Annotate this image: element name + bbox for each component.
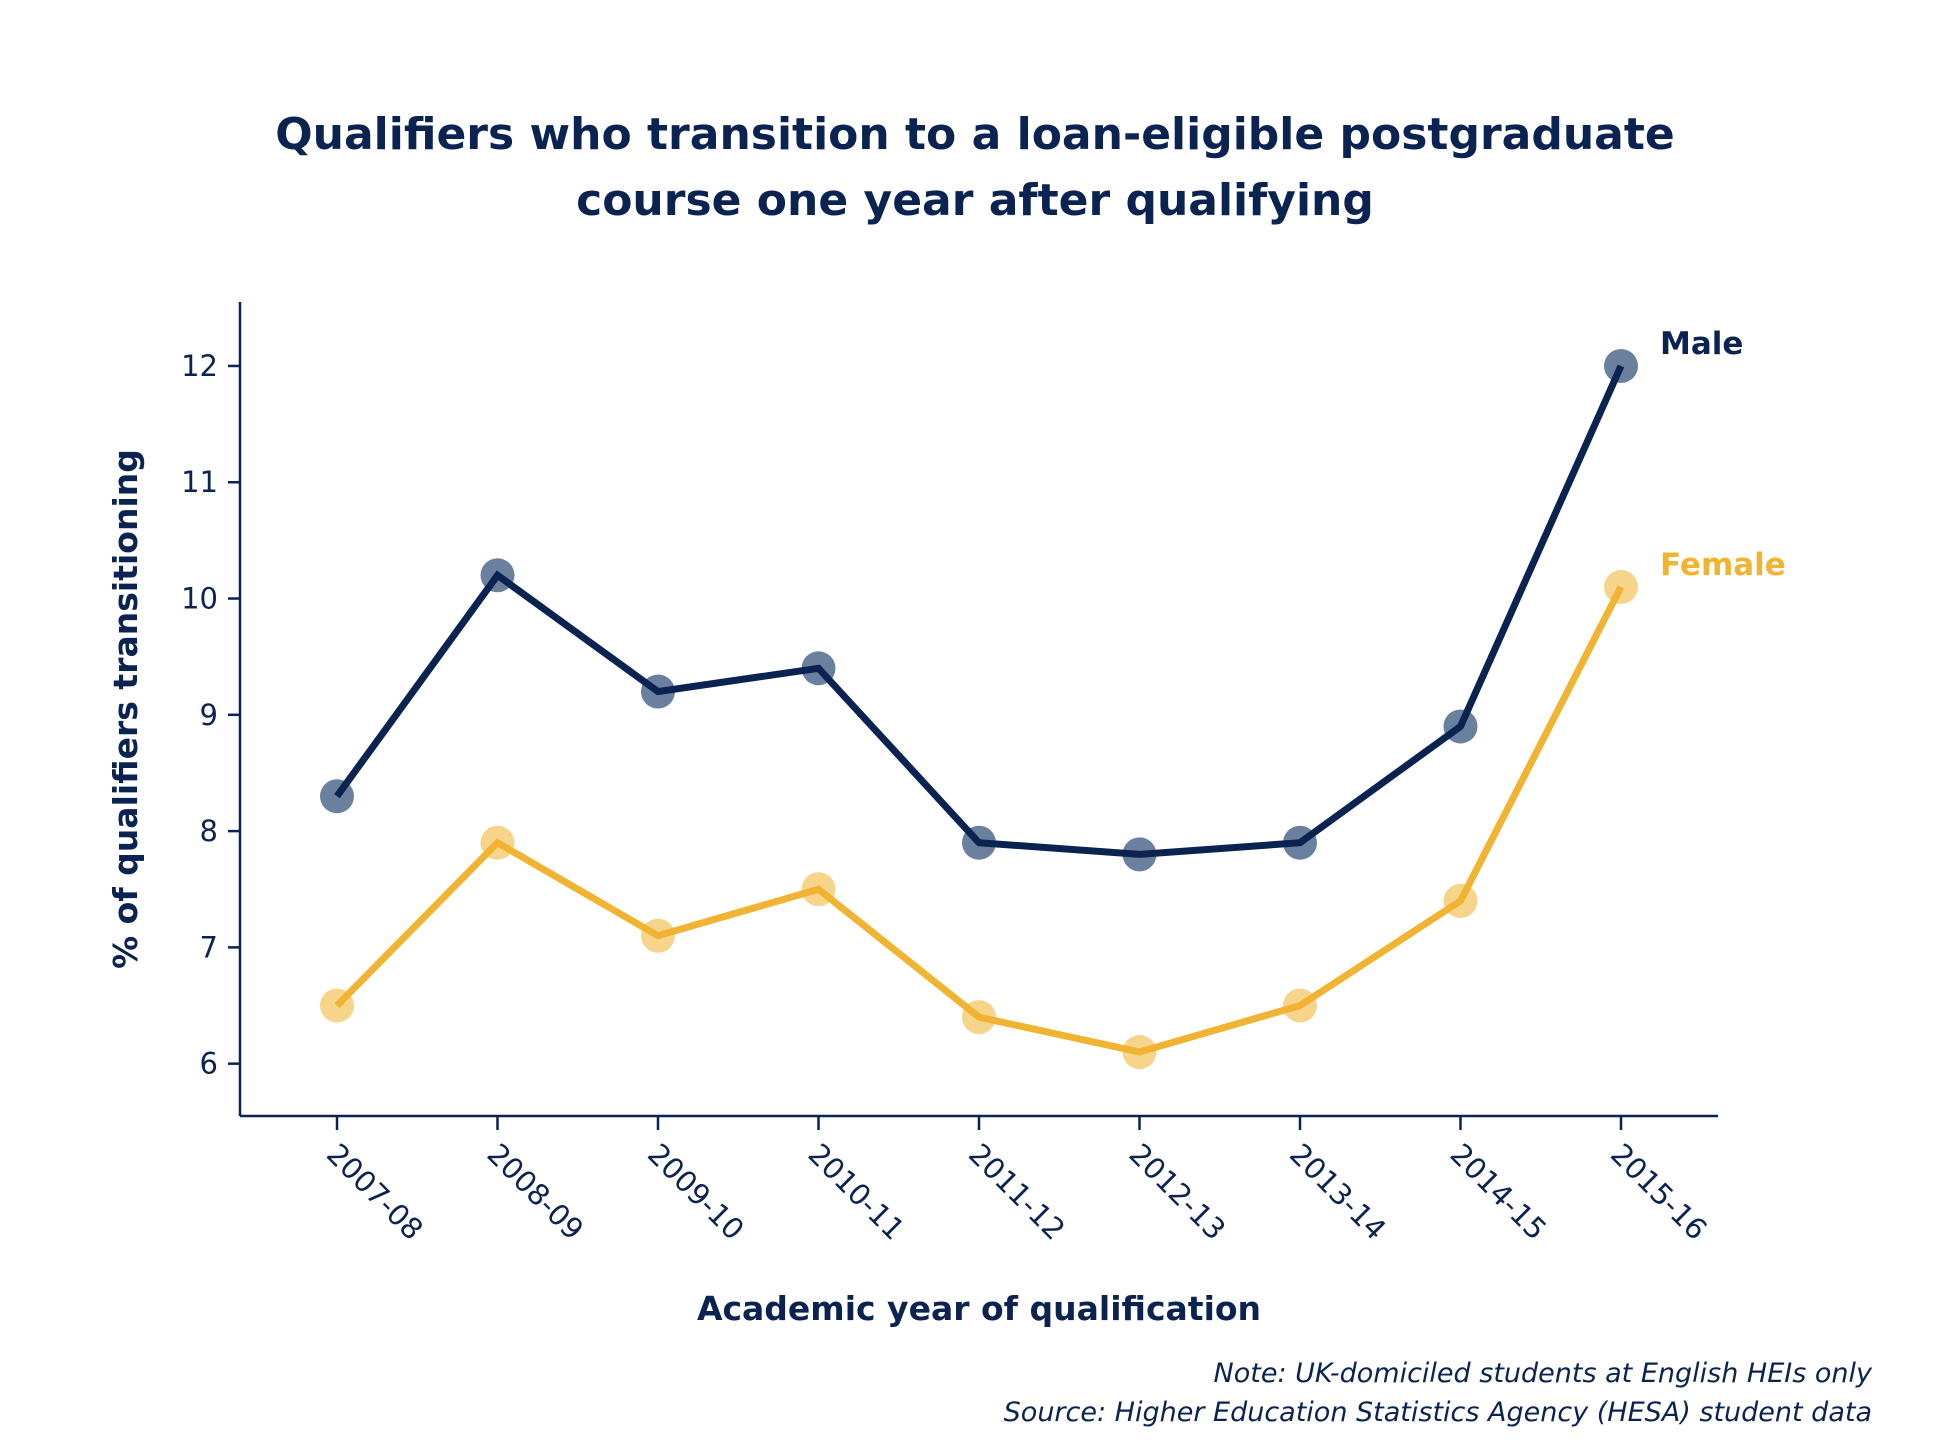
note-text: Note: UK-domiciled students at English H…	[1213, 1358, 1872, 1389]
male-series-label: Male	[1660, 326, 1743, 362]
x-tick-label: 2012-13	[1123, 1137, 1233, 1247]
y-axis-title: % of qualifiers transitioning	[106, 449, 145, 969]
y-tick-label: 9	[200, 698, 218, 732]
x-tick-label: 2009-10	[641, 1137, 751, 1247]
y-tick-label: 8	[200, 814, 218, 848]
labels-layer: Male Female	[1660, 326, 1786, 583]
female-series-label: Female	[1660, 547, 1786, 583]
y-tick-label: 6	[200, 1047, 218, 1081]
female-line	[334, 585, 1625, 1056]
series-layer	[320, 348, 1638, 1070]
source-text: Source: Higher Education Statistics Agen…	[1003, 1397, 1872, 1428]
x-tick-label: 2008-09	[481, 1137, 591, 1247]
y-tick-label: 12	[181, 349, 218, 383]
series-male	[320, 348, 1638, 872]
series-female	[320, 569, 1638, 1070]
x-tick-label: 2011-12	[962, 1137, 1072, 1247]
y-tick-label: 7	[200, 930, 218, 964]
x-tick-label: 2010-11	[802, 1137, 912, 1247]
chart-title-line-2: course one year after qualifying	[576, 175, 1374, 226]
chart-title-line-1: Qualifiers who transition to a loan-elig…	[275, 109, 1675, 160]
x-tick-label: 2013-14	[1283, 1137, 1393, 1247]
y-tick-label: 10	[181, 582, 218, 616]
chart-title: Qualifiers who transition to a loan-elig…	[0, 102, 1950, 234]
x-tick-label: 2007-08	[320, 1137, 430, 1247]
axes: 6 7 8 9 10 11 12 2007-08 2008-09 2009-10 2010-11 20…	[106, 302, 1718, 1328]
y-tick-label: 11	[181, 465, 218, 499]
male-line	[334, 364, 1625, 858]
x-tick-label: 2015-16	[1604, 1137, 1714, 1247]
x-tick-label: 2014-15	[1444, 1137, 1554, 1247]
x-axis-title: Academic year of qualification	[697, 1289, 1261, 1328]
